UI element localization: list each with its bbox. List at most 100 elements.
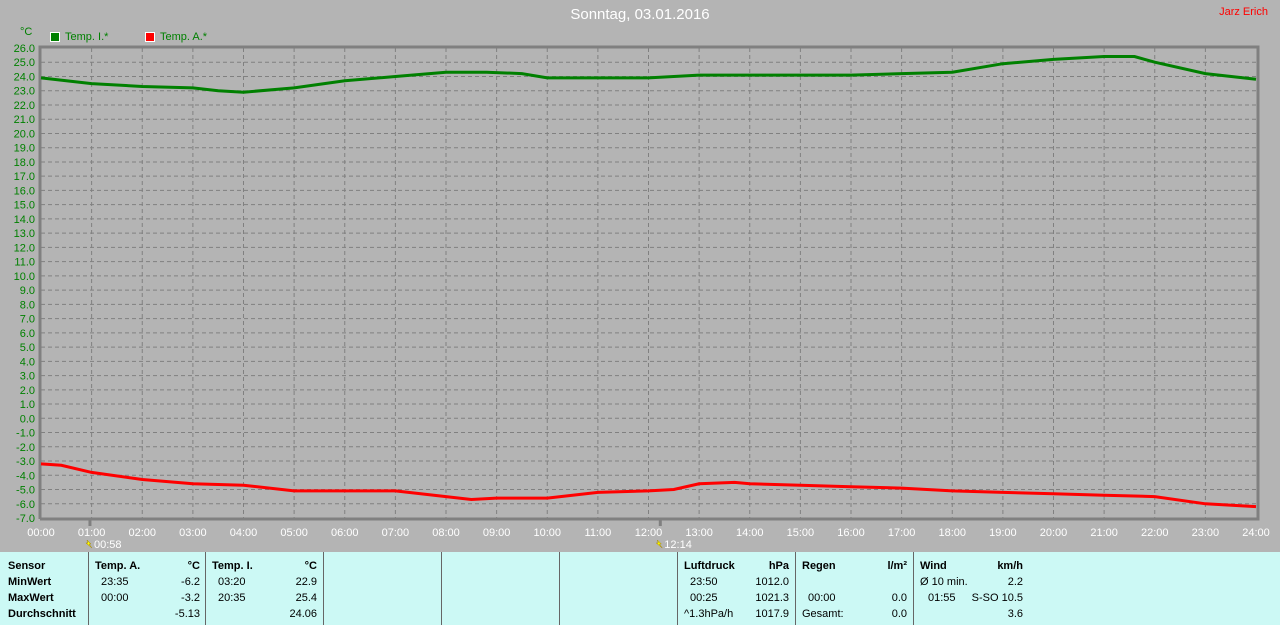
- x-tick-label: 01:00: [78, 527, 106, 539]
- pressure-trend: ^1.3hPa/h: [684, 608, 734, 620]
- y-tick-label: 18.0: [14, 157, 35, 169]
- col-unit: km/h: [997, 560, 1023, 572]
- label-sensor: Sensor: [8, 560, 46, 572]
- summary-empty-1: [323, 552, 441, 625]
- x-tick-label: 09:00: [483, 527, 511, 539]
- col-title: Wind: [920, 560, 947, 572]
- max-time: 00:00: [808, 592, 836, 604]
- y-tick-label: 6.0: [20, 328, 35, 340]
- col-title: Luftdruck: [684, 560, 735, 572]
- x-tick-label: 11:00: [585, 527, 612, 539]
- y-tick-label: 25.0: [14, 57, 35, 69]
- y-tick-label: 2.0: [20, 385, 35, 397]
- avg-value: 2.2: [1007, 576, 1023, 588]
- x-tick-label: 19:00: [989, 527, 1017, 539]
- x-tick-label: 00:00: [27, 527, 55, 539]
- y-tick-label: 26.0: [14, 43, 35, 55]
- y-tick-label: 23.0: [14, 86, 35, 98]
- summary-temp-a: Temp. A. °C 23:35 -6.2 00:00 -3.2 -5.13: [88, 552, 206, 625]
- legend-label: Temp. I.*: [65, 31, 109, 43]
- max-time: 20:35: [218, 592, 246, 604]
- x-tick-label: 05:00: [280, 527, 308, 539]
- y-tick-label: -7.0: [16, 513, 35, 525]
- y-tick-label: 1.0: [20, 399, 35, 411]
- col-unit: l/m²: [887, 560, 907, 572]
- x-tick-label: 23:00: [1192, 527, 1220, 539]
- y-tick-label: 5.0: [20, 342, 35, 354]
- x-tick-label: 16:00: [837, 527, 865, 539]
- avg-value: -5.13: [174, 608, 200, 620]
- total-label: Gesamt:: [802, 608, 844, 620]
- summary-empty-3: [559, 552, 677, 625]
- y-tick-label: 19.0: [14, 143, 35, 155]
- y-tick-label: 17.0: [14, 171, 35, 183]
- legend-item-temp-i: Temp. I.*: [50, 31, 108, 43]
- summary-labels: Sensor MinWert MaxWert Durchschnitt: [0, 552, 88, 625]
- x-tick-label: 04:00: [230, 527, 258, 539]
- y-tick-label: 15.0: [14, 200, 35, 212]
- y-tick-label: 12.0: [14, 242, 35, 254]
- y-tick-label: -4.0: [16, 470, 35, 482]
- marker-time: 12:14: [664, 539, 692, 551]
- col-unit: °C: [304, 560, 317, 572]
- y-tick-label: 11.0: [14, 257, 35, 269]
- x-tick-label: 22:00: [1141, 527, 1169, 539]
- col-title: Temp. I.: [212, 560, 253, 572]
- col-unit: hPa: [768, 560, 789, 572]
- author-label: Jarz Erich: [1219, 6, 1268, 18]
- summary-panel: Sensor MinWert MaxWert Durchschnitt Temp…: [0, 552, 1280, 625]
- mean-value: 3.6: [1007, 608, 1023, 620]
- temperature-chart: 26.0 25.0 24.0 23.0 22.0 21.0 20.0 19.0 18.0 17.0…: [14, 43, 1270, 551]
- sunrise-icon: [85, 539, 93, 549]
- legend-label: Temp. A.*: [160, 31, 208, 43]
- y-tick-label: 21.0: [14, 114, 35, 126]
- summary-rain: Regen l/m² 00:00 0.0 Gesamt: 0.0: [795, 552, 913, 625]
- max-value: 1021.3: [755, 592, 789, 604]
- y-tick-label: 14.0: [14, 214, 35, 226]
- min-time: 23:50: [690, 576, 718, 588]
- series-line-temp-i: [40, 55, 1257, 94]
- lightning-icon: [655, 539, 663, 549]
- y-tick-label: 13.0: [14, 228, 35, 240]
- avg-label: Ø 10 min.: [920, 576, 968, 588]
- label-max: MaxWert: [8, 592, 54, 604]
- y-tick-label: 9.0: [20, 285, 35, 297]
- y-tick-label: -1.0: [16, 428, 35, 440]
- max-value: -3.2: [181, 592, 200, 604]
- min-time: 03:20: [218, 576, 246, 588]
- label-min: MinWert: [8, 576, 52, 588]
- total-value: 0.0: [891, 608, 907, 620]
- max-value: 0.0: [891, 592, 907, 604]
- avg-value: 1017.9: [755, 608, 789, 620]
- y-tick-label: -3.0: [16, 456, 35, 468]
- y-tick-label: 24.0: [14, 71, 35, 83]
- y-tick-label: -6.0: [16, 499, 35, 511]
- x-tick-label: 03:00: [179, 527, 207, 539]
- min-value: 1012.0: [755, 576, 789, 588]
- y-tick-label: 3.0: [20, 371, 35, 383]
- x-tick-label: 14:00: [736, 527, 764, 539]
- col-title: Temp. A.: [95, 560, 141, 572]
- x-tick-label: 17:00: [888, 527, 916, 539]
- x-tick-label: 15:00: [787, 527, 815, 539]
- max-time: 01:55: [928, 592, 956, 604]
- x-tick-label: 18:00: [938, 527, 966, 539]
- x-tick-label: 10:00: [533, 527, 561, 539]
- y-tick-label: 16.0: [14, 185, 35, 197]
- plot-frame: [38, 45, 1260, 521]
- y-tick-label: -2.0: [16, 442, 35, 454]
- col-unit: °C: [187, 560, 200, 572]
- x-tick-label: 13:00: [685, 527, 713, 539]
- summary-pressure: Luftdruck hPa 23:50 1012.0 00:25 1021.3 …: [677, 552, 795, 625]
- min-time: 23:35: [101, 576, 129, 588]
- max-time: 00:25: [690, 592, 718, 604]
- legend-swatch: [145, 32, 155, 42]
- max-time: 00:00: [101, 592, 129, 604]
- label-avg: Durchschnitt: [8, 608, 76, 620]
- x-tick-label: 07:00: [382, 527, 410, 539]
- x-tick-label: 12:00: [635, 527, 663, 539]
- min-value: -6.2: [181, 576, 200, 588]
- min-value: 22.9: [295, 576, 317, 588]
- y-tick-label: -5.0: [16, 485, 35, 497]
- max-value: 25.4: [295, 592, 317, 604]
